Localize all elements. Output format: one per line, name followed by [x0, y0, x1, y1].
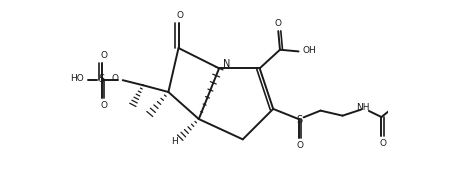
Text: S: S [98, 74, 104, 84]
Text: O: O [379, 139, 387, 148]
Text: S: S [297, 115, 303, 125]
Text: O: O [100, 51, 107, 60]
Text: O: O [100, 101, 107, 110]
Text: HO: HO [70, 74, 84, 83]
Text: H: H [171, 137, 177, 146]
Text: OH: OH [303, 46, 317, 55]
Text: O: O [274, 19, 281, 28]
Text: N: N [223, 59, 230, 69]
Text: O: O [297, 141, 304, 150]
Text: O: O [112, 74, 119, 83]
Text: O: O [176, 11, 183, 20]
Text: NH: NH [356, 103, 370, 112]
